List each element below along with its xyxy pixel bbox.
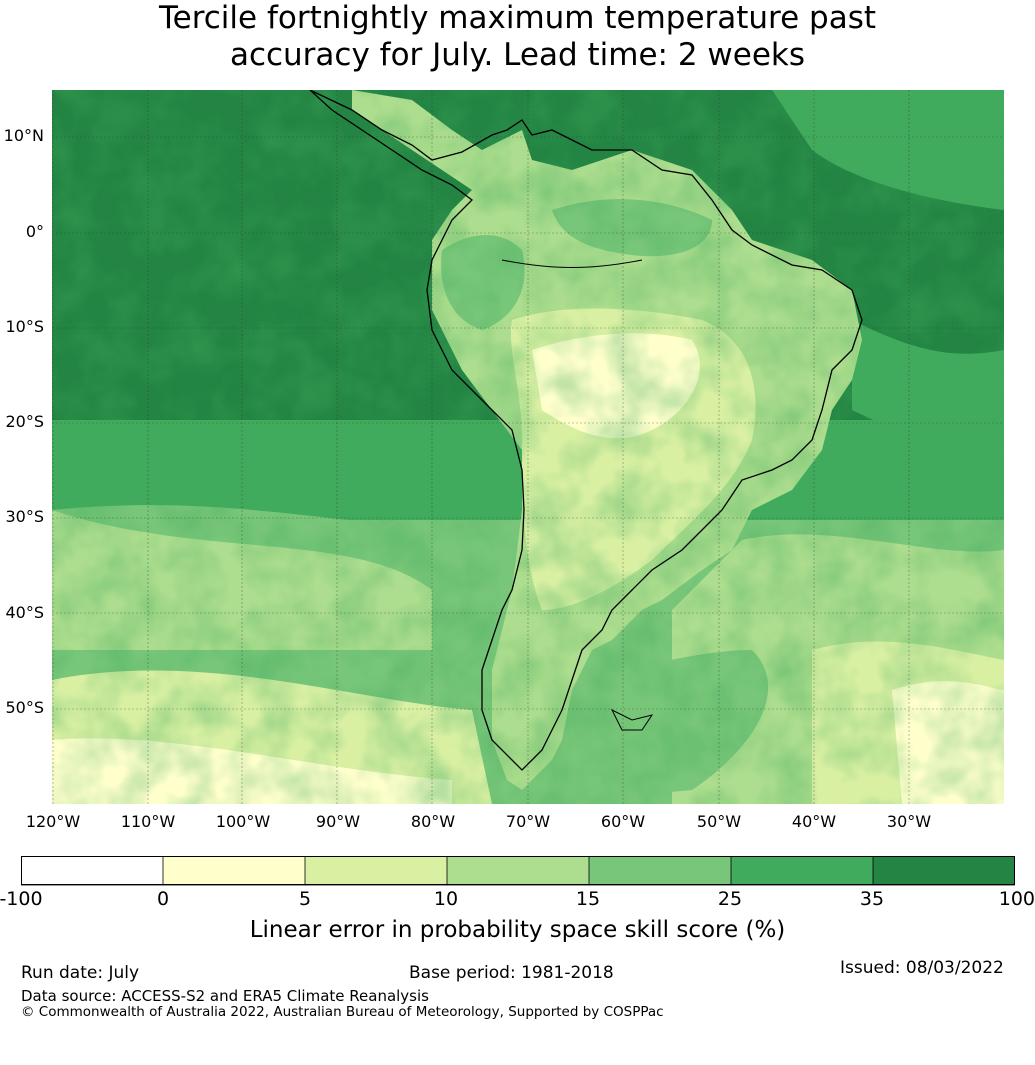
data-source: Data source: ACCESS-S2 and ERA5 Climate … [21,987,429,1005]
colorbar-tick-100: 100 [998,888,1035,910]
run-date: Run date: July [21,963,140,983]
colorbar-swatch-2 [304,856,448,886]
lon-label-80w: 80°W [410,812,456,831]
colorbar-swatch-5 [730,856,874,886]
issued-date: Issued: 08/03/2022 [840,958,1004,978]
copyright: © Commonwealth of Australia 2022, Austra… [21,1004,664,1020]
colorbar-swatch-4 [588,856,732,886]
lon-label-110w: 110°W [120,812,176,831]
colorbar-tick-35: 35 [859,888,885,910]
colorbar-tick-minus100: -100 [0,888,43,910]
lat-label-40s: 40°S [5,603,44,622]
lat-label-10n: 10°N [3,126,44,145]
lat-label-10s: 10°S [5,317,44,336]
lat-label-0: 0° [25,222,44,241]
lat-label-30s: 30°S [5,507,44,526]
lon-label-120w: 120°W [25,812,81,831]
south-america-coastline [309,90,863,771]
colorbar-tick-25: 25 [717,888,743,910]
colorbar-tick-10: 10 [433,888,459,910]
lon-label-100w: 100°W [215,812,271,831]
colorbar-tick-5: 5 [298,888,312,910]
colorbar-swatch-3 [446,856,590,886]
colorbar-tick-15: 15 [575,888,601,910]
colorbar-label: Linear error in probability space skill … [249,917,786,943]
lat-label-50s: 50°S [5,698,44,717]
colorbar-swatch-0 [21,856,164,886]
title-line-1: Tercile fortnightly maximum temperature … [158,0,877,36]
lon-label-50w: 50°W [696,812,742,831]
lon-label-60w: 60°W [600,812,646,831]
amazon-river [501,259,643,268]
lon-label-90w: 90°W [315,812,361,831]
chart-title: Tercile fortnightly maximum temperature … [0,0,1035,74]
colorbar-tick-0: 0 [156,888,170,910]
lon-label-30w: 30°W [886,812,932,831]
colorbar-swatch-1 [162,856,306,886]
lon-label-70w: 70°W [505,812,551,831]
lat-label-20s: 20°S [5,412,44,431]
colorbar [21,856,1015,886]
falkland-islands [610,708,654,731]
base-period: Base period: 1981-2018 [409,963,614,983]
colorbar-frame [21,856,1015,885]
graticule [52,90,1004,804]
lon-label-40w: 40°W [791,812,837,831]
colorbar-swatch-6 [872,856,1015,886]
skill-score-map [52,90,1004,804]
title-line-2: accuracy for July. Lead time: 2 weeks [229,37,806,73]
